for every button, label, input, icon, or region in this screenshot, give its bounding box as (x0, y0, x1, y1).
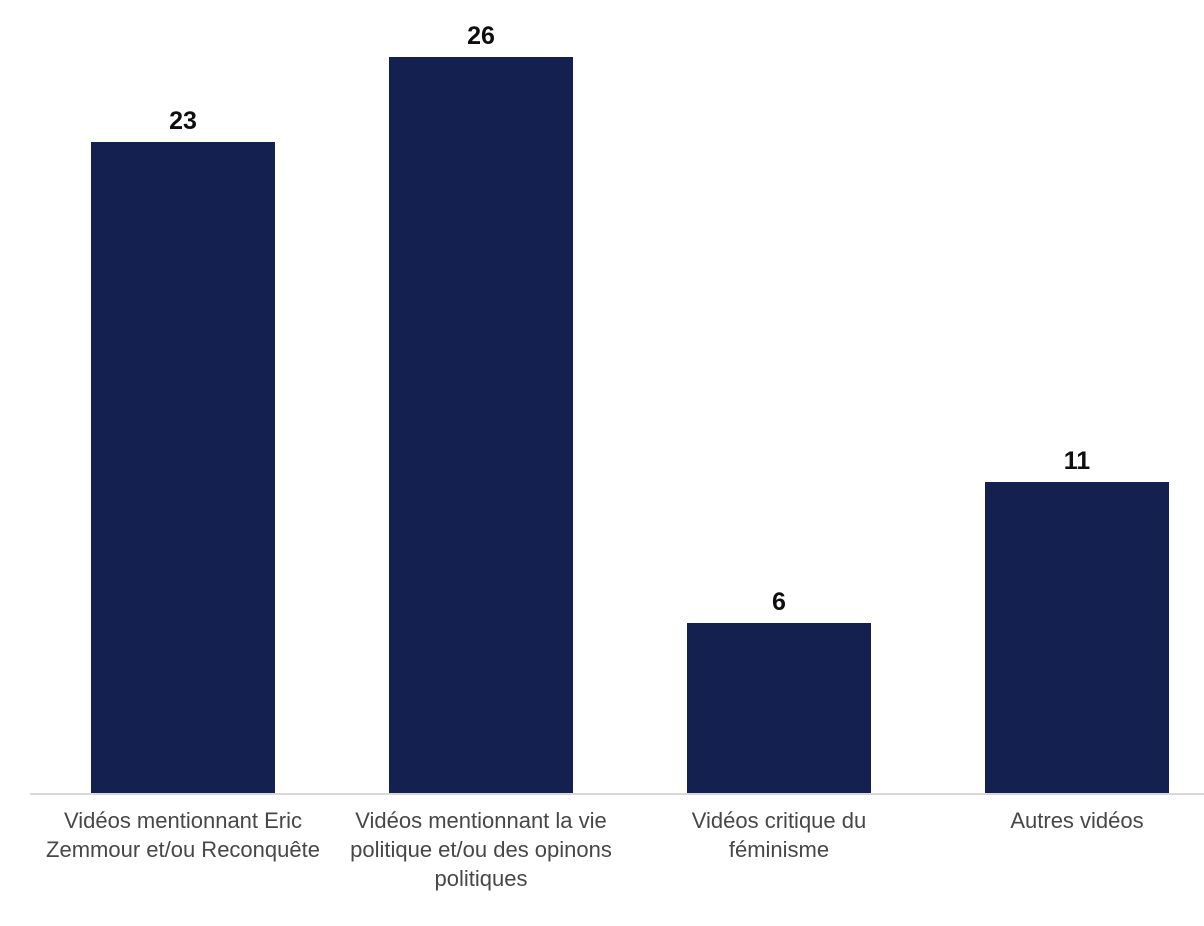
bar-group: 23 (34, 106, 332, 793)
bar-value-label: 11 (1063, 446, 1091, 475)
category-cell: Vidéos critique du féminisme (630, 806, 928, 893)
bar (91, 142, 275, 793)
category-cell: Vidéos mentionnant la vie politique et/o… (332, 806, 630, 893)
bar-value-label: 26 (467, 21, 495, 50)
bar (687, 623, 871, 793)
bar-group: 6 (630, 587, 928, 793)
bar-group: 26 (332, 21, 630, 793)
x-axis-line (30, 793, 1204, 795)
category-cell: Autres vidéos (928, 806, 1204, 893)
plot-area: 23 26 6 11 (34, 0, 1204, 793)
bar-value-label: 23 (169, 106, 197, 135)
bar-value-label: 6 (772, 587, 786, 616)
category-labels-row: Vidéos mentionnant Eric Zemmour et/ou Re… (34, 806, 1204, 893)
bar-group: 11 (928, 446, 1204, 793)
category-cell: Vidéos mentionnant Eric Zemmour et/ou Re… (34, 806, 332, 893)
category-label: Vidéos mentionnant la vie politique et/o… (350, 808, 612, 891)
category-label: Vidéos critique du féminisme (691, 808, 867, 862)
category-label: Vidéos mentionnant Eric Zemmour et/ou Re… (46, 808, 320, 862)
bar (985, 482, 1169, 793)
category-label: Autres vidéos (1010, 808, 1144, 833)
bar (389, 57, 573, 793)
